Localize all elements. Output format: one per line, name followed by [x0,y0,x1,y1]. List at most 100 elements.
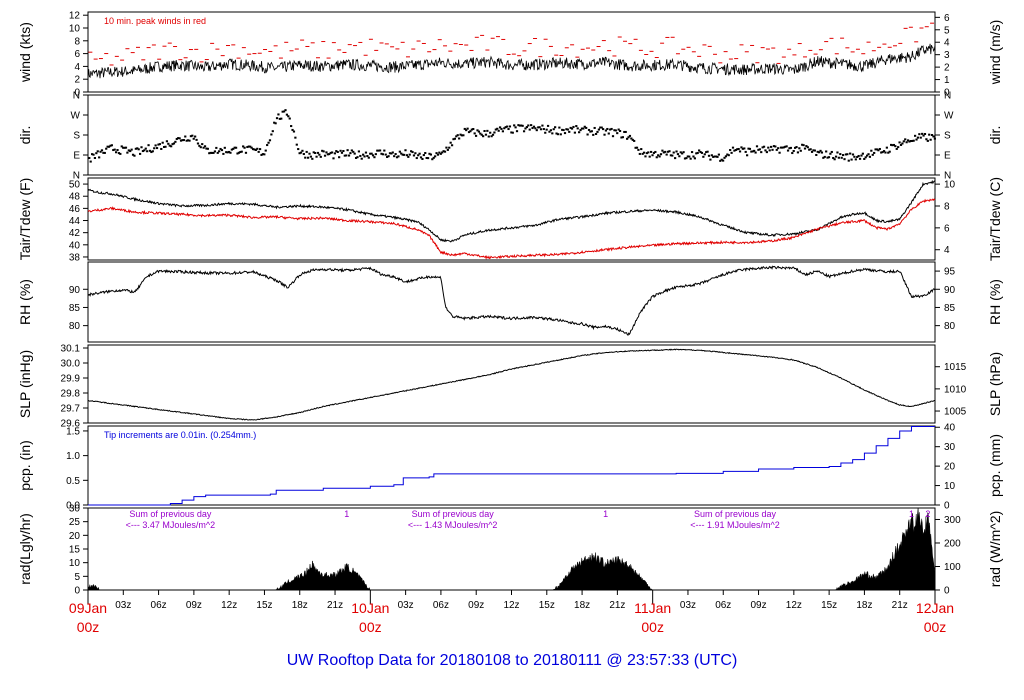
dir-direction-point [117,152,121,155]
dir-direction-point [521,124,524,127]
dir-direction-point [182,139,185,142]
dir-direction-point [165,140,169,143]
dir-direction-point [209,151,212,154]
rad-right-tick-label: 200 [944,538,961,549]
dir-left-tick-label: W [71,111,81,122]
rh-right-tick-label: 80 [944,321,956,332]
dir-direction-point [439,152,442,155]
rad-left-tick-label: 20 [69,531,81,542]
dir-direction-point [915,138,918,141]
dir-direction-point [345,154,348,157]
dir-direction-point [154,144,157,147]
dir-direction-point [102,151,105,154]
dir-direction-point [716,155,719,158]
dir-direction-point [280,117,283,120]
dir-direction-point [892,143,896,146]
dir-direction-point [884,151,887,154]
dir-direction-point [410,150,413,153]
rh-left-tick-label: 90 [69,285,81,296]
dir-direction-point [726,153,729,156]
dir-direction-point [160,147,163,150]
dir-direction-point [264,149,267,152]
x-day-label: 12Jan [916,600,954,616]
dir-direction-point [774,145,777,148]
dir-direction-point [573,131,576,134]
dir-direction-point [782,146,785,149]
dir-direction-point [641,152,644,155]
dir-direction-point [315,155,318,158]
dir-direction-point [922,134,925,137]
dir-direction-point [282,110,286,113]
dir-direction-point [825,150,828,153]
dir-direction-point [150,151,153,154]
dir-direction-point [857,154,860,157]
dir-direction-point [340,151,344,154]
dir-direction-point [301,149,304,152]
dir-direction-point [736,148,739,151]
rad-left-tick-label: 0 [74,586,80,597]
rad-right-tick-label: 300 [944,515,961,526]
dir-direction-point [525,126,528,129]
temp-right-tick-label: 10 [944,180,956,191]
dir-direction-point [411,151,414,154]
dir-direction-point [329,151,332,154]
dir-direction-point [466,127,469,130]
dir-direction-point [88,157,91,160]
slp-left-tick-label: 30.1 [61,344,81,355]
dir-direction-point [261,153,265,156]
dir-direction-point [850,158,853,161]
dir-direction-point [144,147,147,150]
dir-direction-point [878,147,881,150]
dir-direction-point [426,157,430,160]
dir-direction-point [199,146,202,149]
dir-direction-point [678,155,681,158]
dir-direction-point [705,151,708,154]
dir-direction-point [497,129,500,132]
wind-right-tick-label: 3 [944,50,950,61]
dir-direction-point [842,154,845,157]
dir-direction-point [504,126,507,129]
rh-right-label: RH (%) [987,279,1003,325]
x-hour-label: 18z [292,600,308,611]
dir-direction-point [843,158,846,161]
dir-direction-point [226,151,229,154]
dir-direction-point [644,155,647,158]
dir-direction-point [764,149,767,152]
dir-direction-point [100,149,104,152]
dir-direction-point [740,146,743,149]
dir-direction-point [267,141,270,144]
dir-direction-point [230,148,233,151]
dir-direction-point [225,151,228,154]
pcp-right-tick-label: 20 [944,462,956,473]
dir-direction-point [247,145,250,148]
dir-direction-point [350,149,353,152]
dir-direction-point [151,150,154,153]
dir-direction-point [583,125,586,128]
dir-direction-point [415,157,418,160]
dir-direction-point [816,150,819,153]
dir-direction-point [840,156,843,159]
dir-direction-point [93,157,97,160]
x-hour-label: 03z [680,600,696,611]
dir-direction-point [507,128,510,131]
dir-direction-point [418,152,421,155]
dir-direction-point [249,145,252,148]
rh-right-tick-label: 90 [944,285,956,296]
x-hour-label: 21z [327,600,343,611]
dir-direction-point [244,151,248,154]
dir-direction-point [696,151,699,154]
dir-direction-point [836,151,839,154]
dir-direction-point [531,127,534,130]
dir-direction-point [258,148,262,151]
dir-direction-point [911,139,914,142]
dir-direction-point [796,151,800,154]
dir-direction-point [874,148,877,151]
dir-direction-point [116,149,119,152]
dir-direction-point [661,149,664,152]
dir-direction-point [792,149,795,152]
rad-left-tick-label: 10 [69,558,81,569]
pcp-annotation: Tip increments are 0.01in. (0.254mm.) [104,430,256,440]
dir-direction-point [794,146,797,149]
dir-direction-point [909,140,912,143]
